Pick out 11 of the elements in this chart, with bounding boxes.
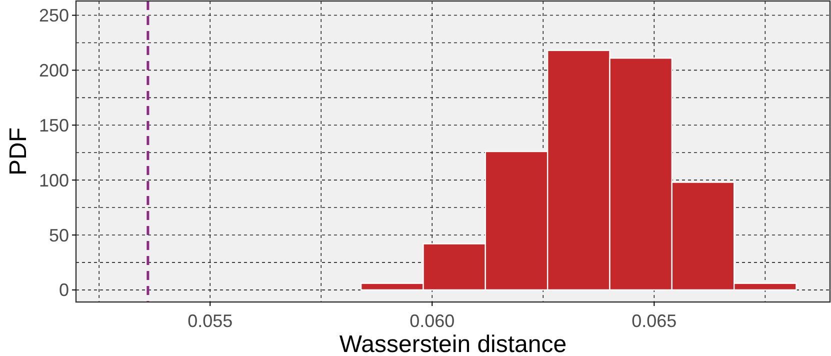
y-tick-label: 100: [38, 170, 69, 190]
y-tick-label: 250: [38, 6, 69, 26]
x-tick-label: 0.060: [410, 311, 455, 331]
x-tick-label: 0.055: [188, 311, 233, 331]
y-tick-label: 0: [58, 280, 69, 300]
y-axis-title: PDF: [5, 128, 32, 176]
y-tick-label: 150: [38, 115, 69, 136]
x-tick-label: 0.065: [632, 311, 677, 331]
x-axis-title: Wasserstein distance: [339, 331, 567, 356]
y-tick-label: 50: [48, 225, 69, 246]
y-tick-label: 200: [38, 60, 69, 81]
